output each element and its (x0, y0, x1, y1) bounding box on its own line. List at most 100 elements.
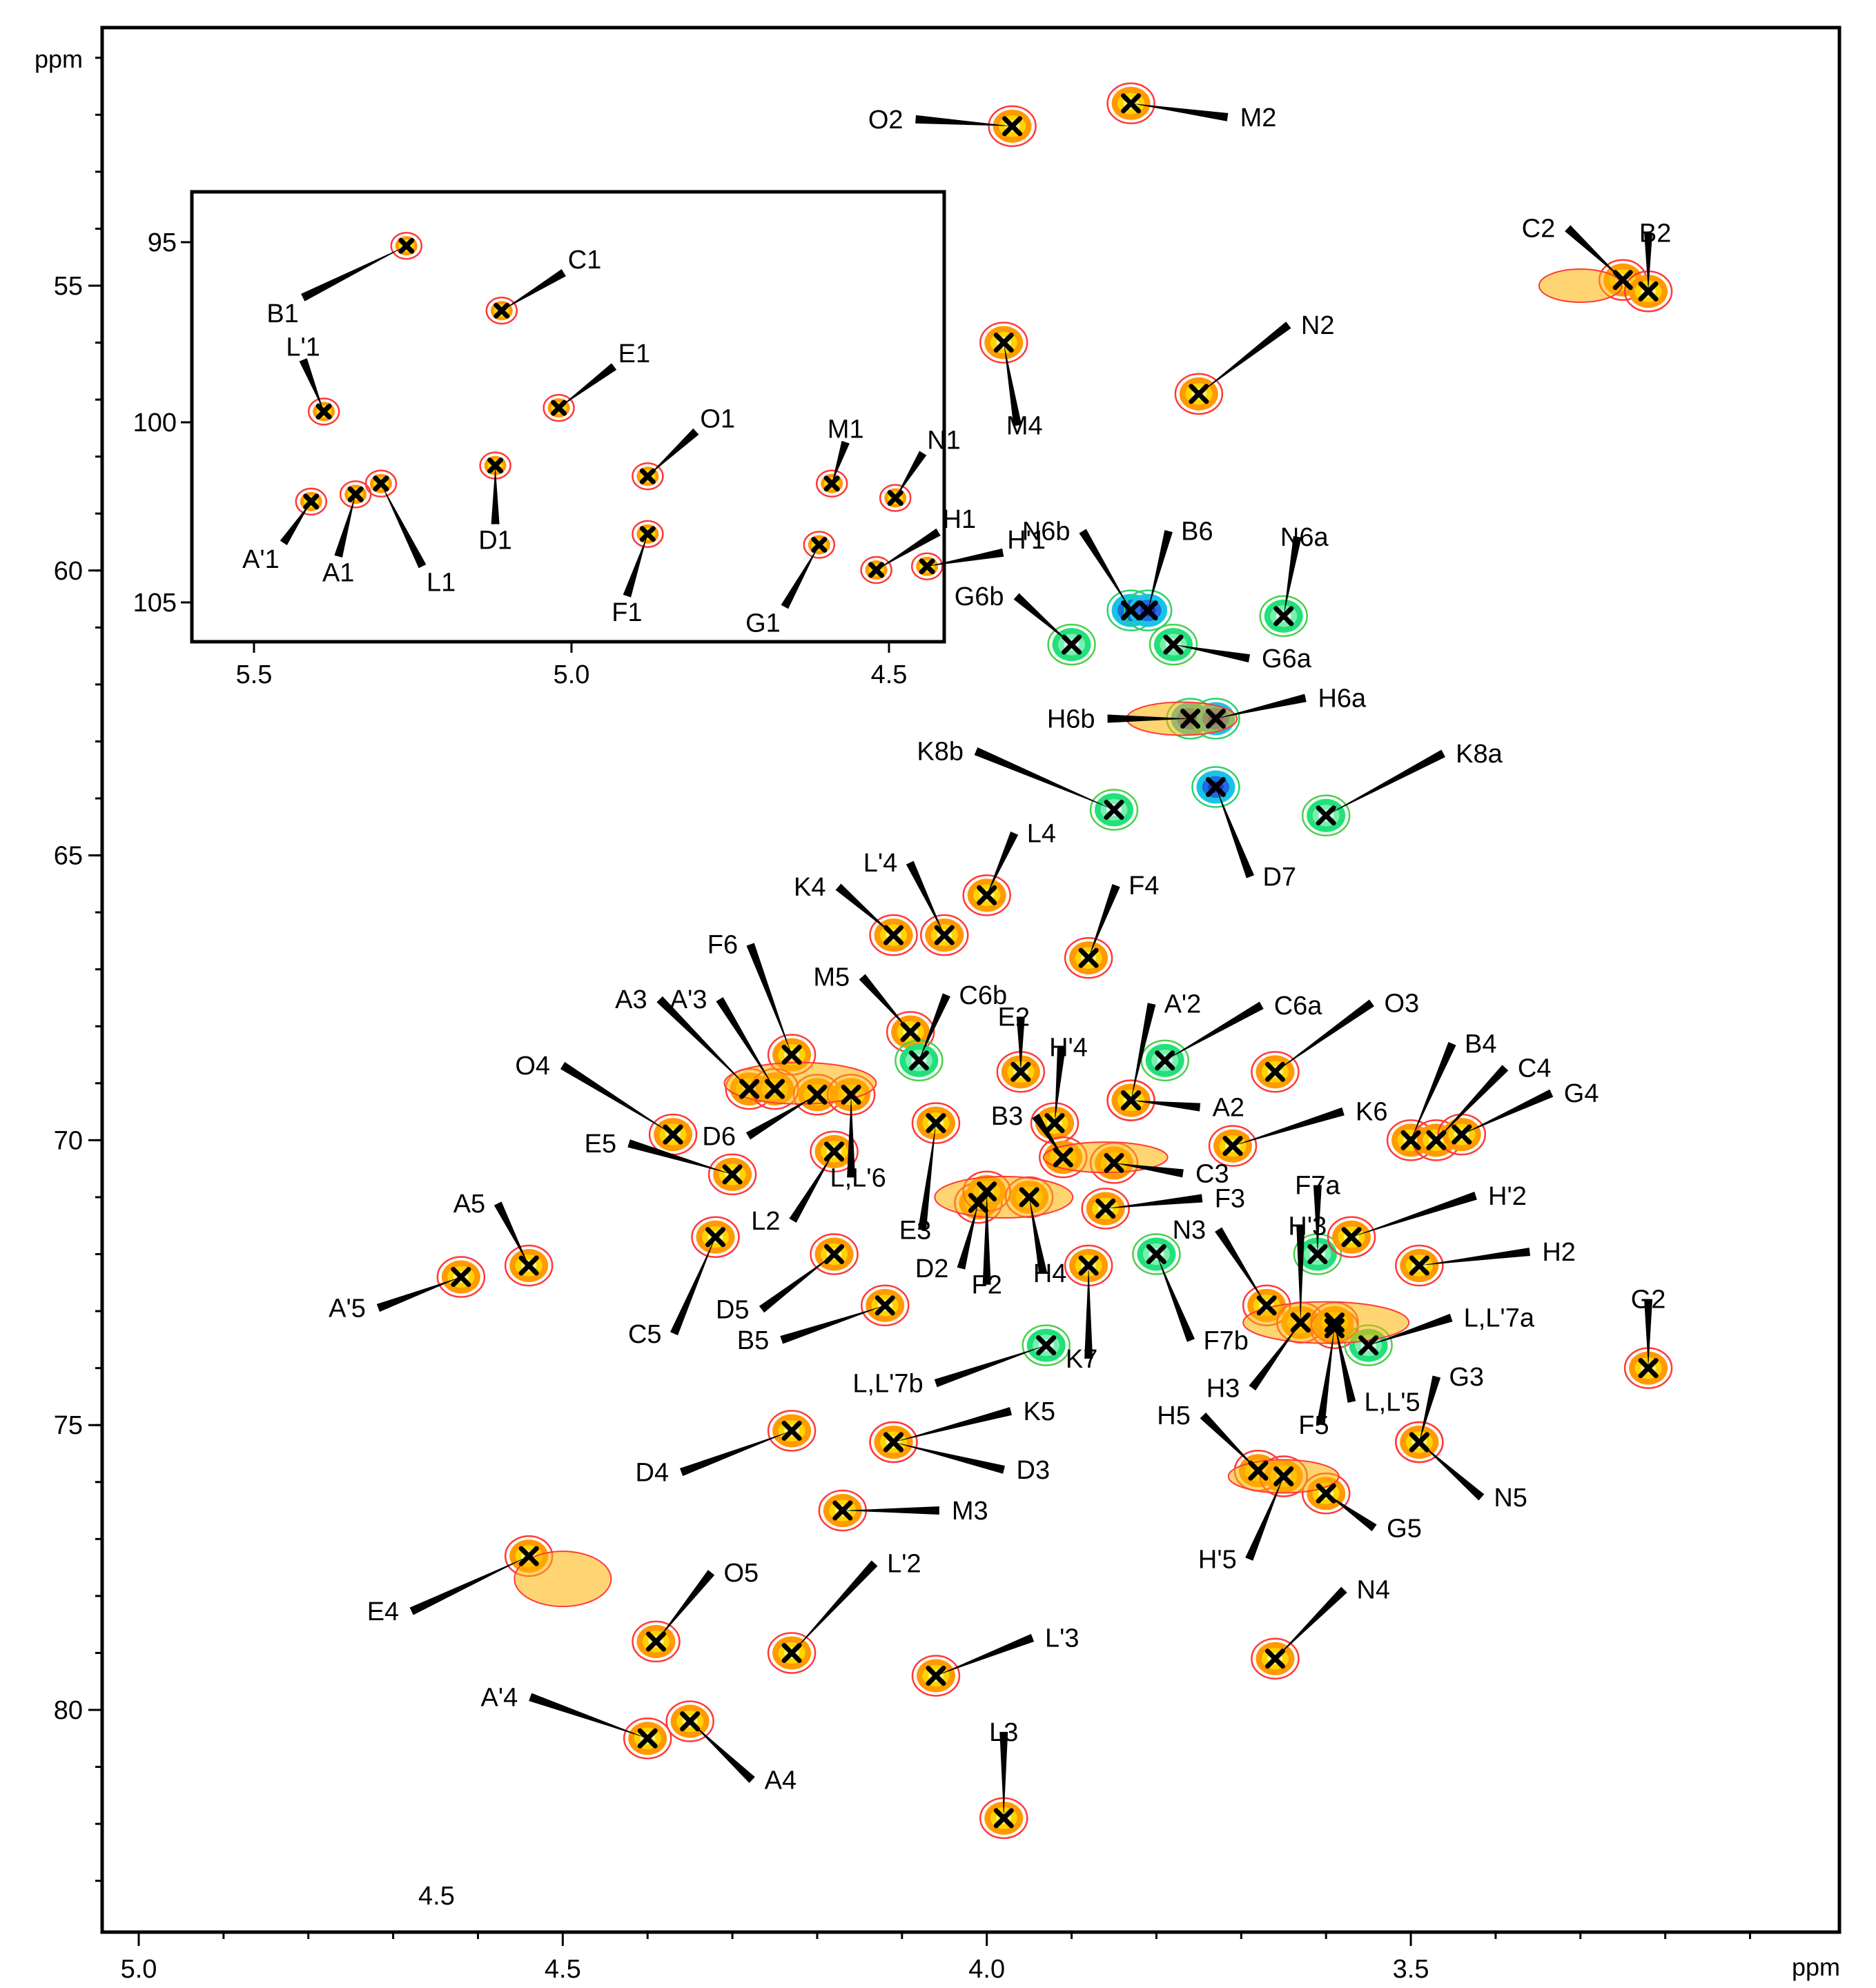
label-leader (1079, 529, 1131, 611)
label-leader (1215, 1227, 1267, 1306)
peak-label-n6a: N6a (1280, 523, 1329, 552)
contour-outer (295, 487, 328, 516)
label-leader (529, 1693, 648, 1739)
contour-outer (1106, 1079, 1155, 1121)
label-leader (647, 428, 699, 477)
inset-peak-label-h1: H1 (943, 505, 977, 534)
peak-cross-icon (487, 457, 504, 474)
peak-label-lp2: L'2 (887, 1549, 921, 1578)
inset-frame (190, 190, 946, 644)
peak-label-ap3: A'3 (670, 985, 707, 1014)
peak-cross-icon (926, 1113, 946, 1134)
contour-outer (1251, 1051, 1300, 1093)
label-leader (832, 440, 850, 484)
peak-cross-icon (807, 1084, 828, 1105)
inset-peak-label-g1: G1 (745, 609, 781, 638)
peak-cross-icon (663, 1124, 683, 1145)
peak-label-ap4: A'4 (480, 1683, 518, 1712)
peak-cross-icon (518, 1255, 539, 1276)
peak-cross-icon (1121, 1090, 1142, 1111)
contour-outer (1395, 1421, 1444, 1464)
peak-label-f5: F5 (1298, 1411, 1329, 1440)
peak-cross-icon (1638, 1358, 1659, 1379)
peak-cross-icon (1019, 1187, 1039, 1208)
peak-cross-icon (1638, 281, 1659, 302)
main-peak-labels: O2 M2 C2 B2 N2 M4 N6b B6 N6a G6b G6a H6b H6a K8b K8a D7… (329, 93, 1671, 1829)
inset-x-tick-label: 4.5 (871, 660, 908, 689)
contour-outer (1191, 766, 1240, 808)
peak-label-g6b: G6b (955, 582, 1004, 611)
contour-outer (632, 520, 664, 549)
inset-peak-label-hp1: H'1 (1007, 526, 1046, 555)
label-leader (918, 1123, 936, 1231)
main-peaks-layer: O2 M2 C2 B2 N2 M4 N6b B6 N6a G6b G6a H6b H6a K8b K8a D7… (329, 82, 1673, 1840)
peak-label-l-lp5: L,L'5 (1364, 1388, 1420, 1417)
peak-cross-icon (1036, 1335, 1057, 1356)
label-leader (1644, 233, 1653, 292)
peak-cross-icon (347, 486, 364, 502)
label-leader (1114, 1163, 1184, 1178)
label-leader (1131, 103, 1229, 121)
peak-label-k6: K6 (1356, 1098, 1387, 1127)
label-leader (780, 1305, 886, 1344)
inset-peak-label-m1: M1 (828, 415, 864, 444)
peak-label-g4: G4 (1564, 1079, 1599, 1108)
label-leader (1419, 1375, 1441, 1442)
label-leader (679, 1430, 792, 1477)
peak-cross-icon (875, 1295, 895, 1316)
label-leader (1004, 342, 1022, 426)
peak-label-d6: D6 (702, 1122, 736, 1151)
label-leader (893, 1441, 1005, 1474)
peak-cross-icon (1316, 1483, 1336, 1504)
label-leader (299, 358, 324, 412)
peak-cross-icon (1264, 1649, 1285, 1669)
contour-outer (691, 1216, 740, 1259)
label-leader (1275, 1586, 1347, 1659)
label-leader (1156, 1254, 1195, 1342)
peak-label-b3: B3 (991, 1102, 1023, 1131)
y-axis-unit-label: ppm (35, 45, 83, 73)
contour-outer (632, 1620, 681, 1663)
peak-label-hp2: H'2 (1488, 1182, 1527, 1211)
contour-ridge (514, 1551, 612, 1608)
peak-label-n3: N3 (1173, 1216, 1206, 1245)
y-tick-label: 75 (54, 1411, 83, 1440)
peak-cross-icon (398, 237, 415, 254)
peak-cross-icon (1163, 634, 1184, 655)
peak-cross-icon (1121, 93, 1142, 114)
contour-outer (632, 462, 664, 491)
peak-cross-icon (811, 536, 828, 553)
label-leader (1351, 1192, 1477, 1237)
label-leader (409, 1556, 529, 1615)
label-leader (1436, 1065, 1509, 1141)
label-leader (1411, 1042, 1456, 1141)
peak-label-c6b: C6b (959, 981, 1007, 1010)
label-leader (1368, 1313, 1453, 1346)
peak-label-c5: C5 (628, 1320, 662, 1349)
label-leader (935, 1633, 1035, 1676)
label-leader (781, 544, 819, 609)
label-leader (1105, 1194, 1203, 1209)
label-leader (1326, 1493, 1377, 1532)
peak-cross-icon (494, 302, 510, 319)
label-leader (895, 451, 927, 498)
inset-y-tick-label: 100 (133, 409, 177, 437)
peak-cross-icon (1358, 1335, 1379, 1356)
peak-cross-icon (765, 1079, 785, 1099)
label-leader (835, 883, 894, 936)
peak-label-o2: O2 (868, 106, 903, 135)
y-tick-label: 60 (54, 557, 83, 586)
peak-cross-icon (824, 1244, 845, 1265)
peak-label-k4: K4 (794, 873, 825, 902)
peak-cross-icon (977, 885, 997, 905)
label-leader (999, 1731, 1008, 1818)
peak-label-lp3: L'3 (1045, 1624, 1079, 1653)
peak-cross-icon (1095, 1198, 1116, 1219)
peak-label-h6a: H6a (1318, 684, 1367, 713)
peak-cross-icon (1264, 1061, 1285, 1082)
peak-label-o3: O3 (1384, 989, 1419, 1018)
main-axis-ticks: 5.0 4.5 4.0 3.5 55 60 65 70 75 80 (54, 57, 1752, 1984)
peak-cross-icon (883, 925, 904, 945)
peak-cross-icon (781, 1420, 802, 1441)
